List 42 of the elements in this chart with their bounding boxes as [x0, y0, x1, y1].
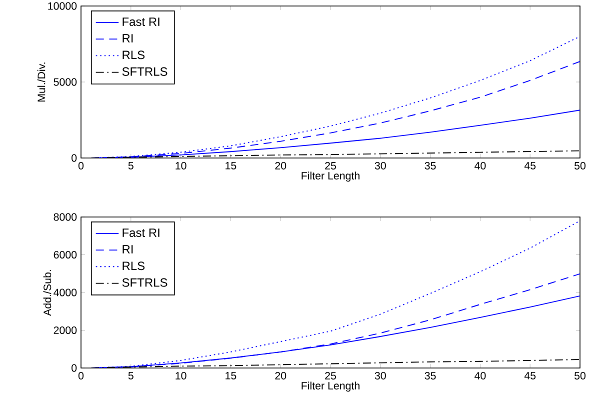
y-tick-label: 2000 — [54, 326, 77, 334]
x-tick-label: 5 — [128, 372, 134, 380]
x-tick-label: 45 — [524, 162, 536, 170]
legend-label: SFTRLS — [122, 278, 168, 287]
x-tick-label: 25 — [325, 162, 336, 170]
x-tick-label: 15 — [226, 372, 236, 380]
y-axis-title: Mul./Div. — [37, 62, 46, 102]
x-tick-label: 25 — [325, 372, 336, 380]
x-tick-label: 50 — [574, 162, 586, 170]
legend-label: RI — [122, 245, 133, 254]
x-tick-label: 40 — [474, 162, 486, 170]
legend-label: RI — [122, 34, 133, 42]
x-tick-label: 15 — [226, 162, 236, 170]
y-tick-label: 10000 — [48, 2, 77, 10]
x-axis-title: Filter Length — [302, 382, 360, 392]
x-tick-label: 20 — [275, 162, 286, 170]
y-tick-label: 6000 — [54, 250, 77, 259]
x-tick-label: 30 — [374, 162, 386, 170]
x-tick-label: 50 — [574, 372, 586, 380]
y-tick-label: 5000 — [54, 78, 77, 86]
x-tick-label: 20 — [275, 372, 286, 380]
x-tick-label: 0 — [78, 372, 84, 380]
y-tick-label: 0 — [72, 364, 77, 372]
y-tick-label: 0 — [72, 154, 77, 162]
legend-label: RLS — [122, 50, 145, 60]
y-axis-title: Add./Sub. — [43, 270, 52, 316]
x-tick-label: 5 — [128, 162, 134, 170]
x-tick-label: 35 — [424, 372, 436, 380]
x-tick-label: 30 — [374, 372, 386, 380]
legend-label: SFTRLS — [122, 67, 168, 76]
x-tick-label: 35 — [424, 162, 436, 170]
legend-label: Fast RI — [122, 18, 160, 26]
x-tick-label: 10 — [176, 372, 186, 380]
x-tick-label: 45 — [524, 372, 536, 380]
x-axis-title: Filter Length — [302, 172, 360, 182]
x-tick-label: 40 — [474, 372, 486, 380]
legend-label: RLS — [122, 262, 145, 270]
legend-label: Fast RI — [122, 228, 160, 237]
y-tick-label: 4000 — [54, 288, 77, 296]
y-tick-label: 8000 — [54, 213, 77, 221]
x-tick-label: 0 — [78, 162, 84, 170]
x-tick-label: 10 — [176, 162, 186, 170]
